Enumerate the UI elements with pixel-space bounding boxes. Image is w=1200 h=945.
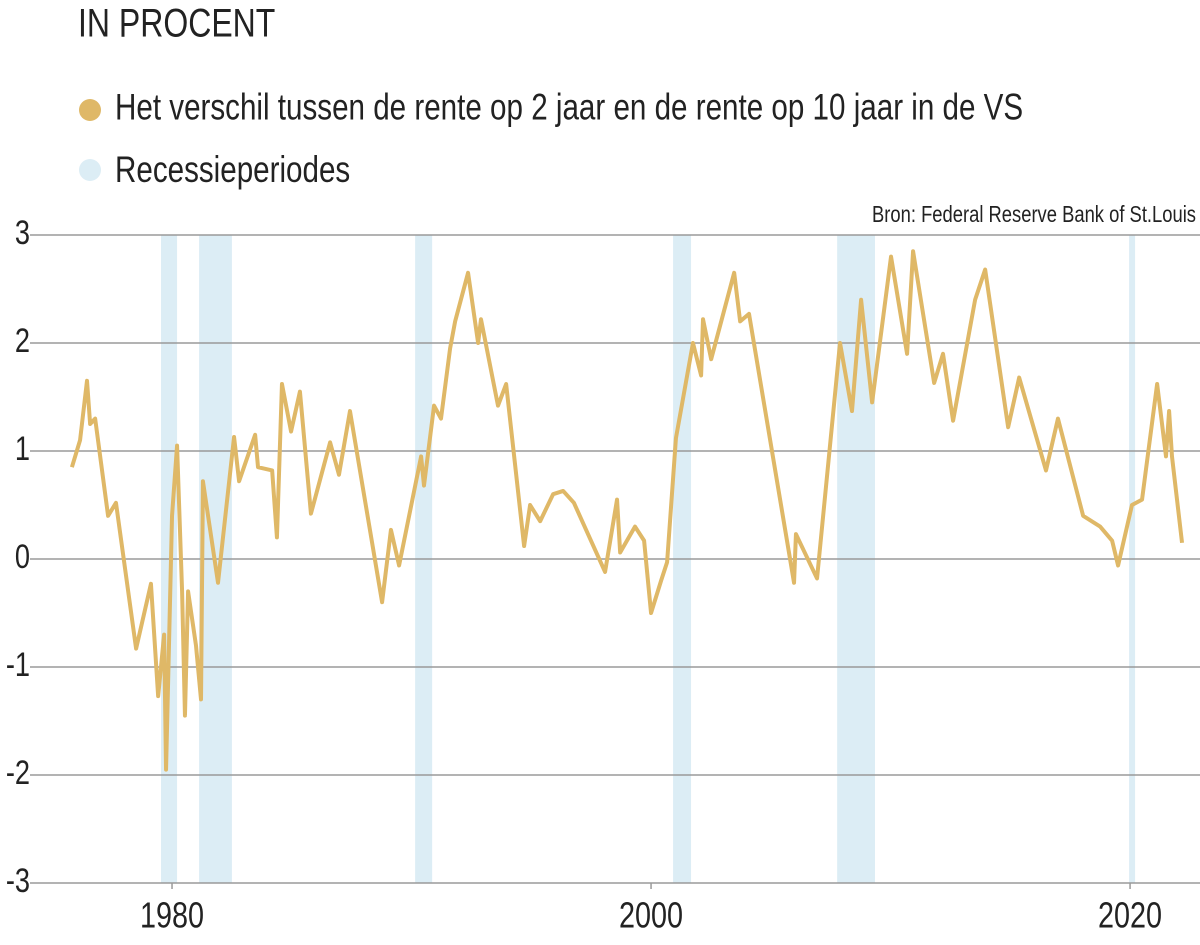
y-tick-label: 3 <box>15 213 30 252</box>
x-tick-label: 2020 <box>1098 894 1162 935</box>
legend-label: Recessieperiodes <box>115 150 350 191</box>
x-tick-label: 1980 <box>140 894 204 935</box>
legend-swatch <box>79 159 101 181</box>
chart-title: IN PROCENT <box>78 0 275 45</box>
legend-swatch <box>79 99 101 121</box>
y-tick-label: -2 <box>6 753 30 792</box>
data-line <box>69 249 1185 772</box>
y-tick-label: 1 <box>15 429 30 468</box>
x-tick-label: 2000 <box>619 894 683 935</box>
source-note: Bron: Federal Reserve Bank of St.Louis <box>872 202 1196 227</box>
y-tick-label: -1 <box>6 645 30 684</box>
y-tick-label: -3 <box>6 861 30 900</box>
y-tick-label: 0 <box>15 537 30 576</box>
legend-label: Het verschil tussen de rente op 2 jaar e… <box>115 88 1023 129</box>
y-tick-label: 2 <box>15 321 30 360</box>
